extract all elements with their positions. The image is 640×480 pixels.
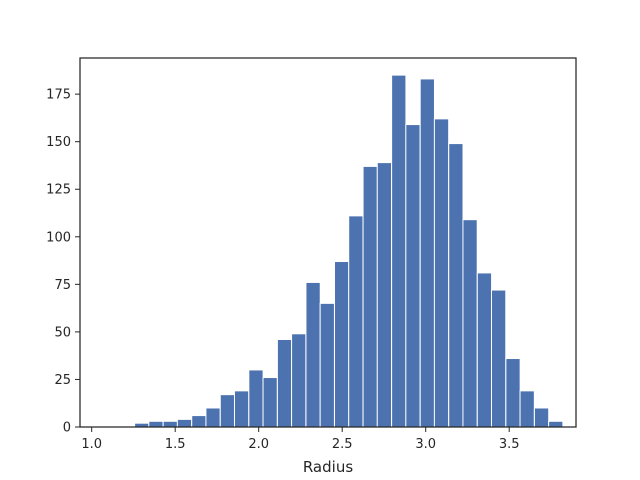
y-tick-label-4: 100 — [46, 230, 71, 245]
y-tick-label-5: 125 — [46, 183, 71, 198]
histogram-bar-31 — [533, 407, 550, 428]
histogram-bar-18 — [348, 215, 364, 428]
histogram-bar-24 — [433, 118, 450, 428]
histogram-bar-11 — [248, 369, 264, 428]
histogram-bar-26 — [462, 219, 478, 428]
histogram-bar-17 — [334, 261, 350, 428]
histogram-bar-19 — [362, 165, 378, 428]
histogram-bar-6 — [176, 418, 193, 428]
plot-frame — [79, 57, 577, 428]
histogram-bar-8 — [205, 407, 221, 428]
histogram-bar-22 — [405, 124, 421, 428]
histogram-bar-20 — [376, 162, 393, 428]
y-axis-ticks: 0 25 50 75 100 125 150 175 — [46, 88, 80, 436]
y-tick-label-7: 175 — [46, 88, 71, 103]
histogram-bar-7 — [191, 415, 207, 428]
y-tick-label-0: 0 — [63, 421, 71, 436]
histogram-bars — [134, 74, 564, 428]
y-tick-label-1: 25 — [54, 373, 71, 388]
x-tick-label-3: 2.5 — [332, 437, 353, 452]
histogram-bar-21 — [391, 74, 407, 428]
histogram-bar-25 — [448, 143, 464, 428]
x-tick-label-1: 1.5 — [165, 437, 186, 452]
x-tick-label-2: 2.0 — [248, 437, 269, 452]
histogram-bar-15 — [305, 281, 321, 428]
x-axis-label: Radius — [303, 458, 353, 476]
histogram-bar-13 — [276, 339, 293, 428]
y-tick-label-2: 50 — [54, 325, 71, 340]
histogram-bar-29 — [505, 358, 521, 428]
histogram-bar-30 — [519, 390, 535, 428]
histogram-bar-28 — [491, 289, 507, 428]
y-tick-label-3: 75 — [54, 278, 71, 293]
histogram-bar-16 — [319, 302, 335, 428]
histogram-bar-23 — [419, 78, 435, 428]
histogram-bar-14 — [291, 333, 307, 428]
x-tick-label-0: 1.0 — [81, 437, 102, 452]
histogram-bar-5 — [162, 420, 178, 428]
histogram-bar-12 — [262, 377, 278, 428]
x-tick-label-4: 3.0 — [415, 437, 436, 452]
histogram-bar-4 — [148, 420, 164, 428]
y-tick-label-6: 150 — [46, 135, 71, 150]
histogram-bar-27 — [476, 272, 493, 428]
histogram-bar-9 — [219, 394, 236, 428]
histogram-bar-10 — [233, 390, 250, 428]
x-tick-label-5: 3.5 — [499, 437, 520, 452]
x-axis-ticks: 1.0 1.5 2.0 2.5 3.0 3.5 — [81, 427, 520, 452]
histogram-bar-32 — [548, 420, 564, 428]
